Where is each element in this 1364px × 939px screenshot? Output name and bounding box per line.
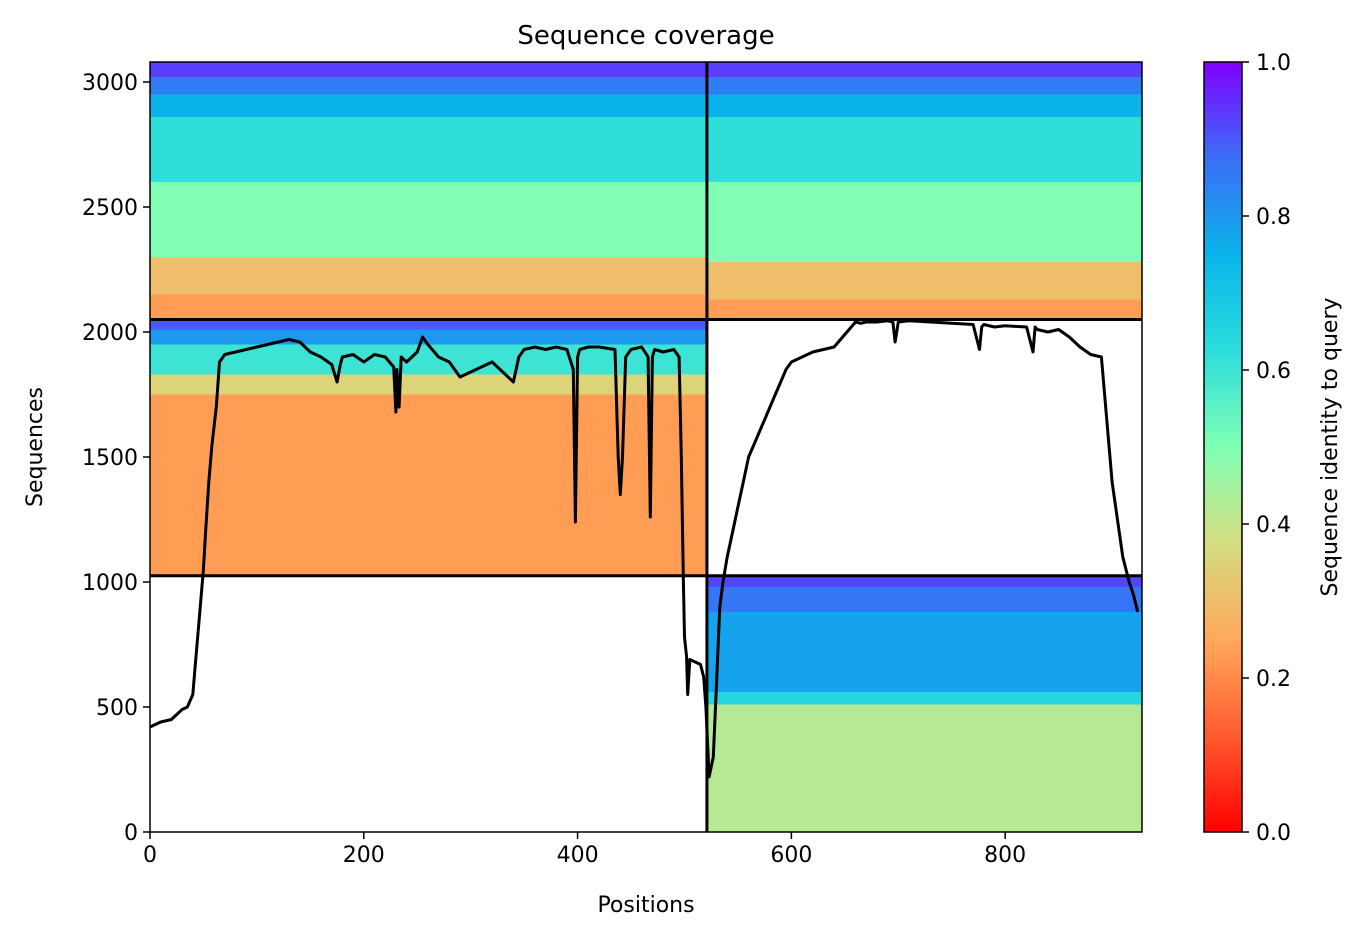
msa-band <box>706 117 1142 182</box>
x-tick-label: 0 <box>143 843 157 868</box>
msa-band <box>706 94 1142 117</box>
y-tick-label: 2000 <box>82 321 138 346</box>
msa-band <box>150 77 707 95</box>
y-axis-label: Sequences <box>23 387 48 507</box>
msa-band <box>706 612 1142 692</box>
msa-band <box>150 62 707 77</box>
y-axis-ticks: 0 500 1000 1500 2000 2500 3000 <box>82 71 150 846</box>
msa-band <box>150 374 707 395</box>
msa-band <box>706 62 1142 77</box>
msa-band <box>150 329 707 345</box>
msa-band <box>150 94 707 117</box>
x-tick-label: 800 <box>984 843 1026 868</box>
msa-band <box>150 182 707 257</box>
colorbar <box>1203 61 1243 833</box>
colorbar-tick-label: 1.0 <box>1256 51 1291 76</box>
msa-band <box>706 299 1142 320</box>
colorbar-ticks: 0.0 0.2 0.4 0.6 0.8 1.0 <box>1242 51 1291 846</box>
chart-title: Sequence coverage <box>517 21 774 51</box>
msa-band <box>150 257 707 295</box>
colorbar-tick-label: 0.8 <box>1256 205 1291 230</box>
msa-band <box>150 319 707 330</box>
colorbar-tick-label: 0.4 <box>1256 513 1291 538</box>
colorbar-tick-label: 0.2 <box>1256 667 1291 692</box>
msa-band <box>706 704 1142 832</box>
y-tick-label: 500 <box>96 696 138 721</box>
msa-band <box>706 77 1142 95</box>
msa-band <box>706 575 1142 587</box>
coverage-line <box>149 319 1140 779</box>
colorbar-label: Sequence identity to query <box>1318 297 1343 596</box>
msa-heatmap <box>150 62 1142 832</box>
msa-band <box>706 587 1142 612</box>
msa-band <box>150 117 707 182</box>
colorbar-tick-label: 0.0 <box>1256 821 1291 846</box>
y-tick-label: 1000 <box>82 571 138 596</box>
y-tick-label: 2500 <box>82 196 138 221</box>
msa-band <box>150 294 707 320</box>
x-tick-label: 400 <box>557 843 599 868</box>
y-tick-label: 3000 <box>82 71 138 96</box>
msa-band <box>150 394 707 576</box>
plot-frame <box>149 61 1143 833</box>
msa-band <box>706 262 1142 300</box>
msa-band <box>706 692 1142 705</box>
y-tick-label: 0 <box>124 821 138 846</box>
msa-band <box>706 182 1142 262</box>
msa-band <box>150 344 707 375</box>
x-tick-label: 600 <box>770 843 812 868</box>
colorbar-tick-label: 0.6 <box>1256 359 1291 384</box>
y-tick-label: 1500 <box>82 446 138 471</box>
x-axis-ticks: 0 200 400 600 800 <box>143 832 1026 868</box>
x-tick-label: 200 <box>343 843 385 868</box>
x-axis-label: Positions <box>597 893 694 918</box>
